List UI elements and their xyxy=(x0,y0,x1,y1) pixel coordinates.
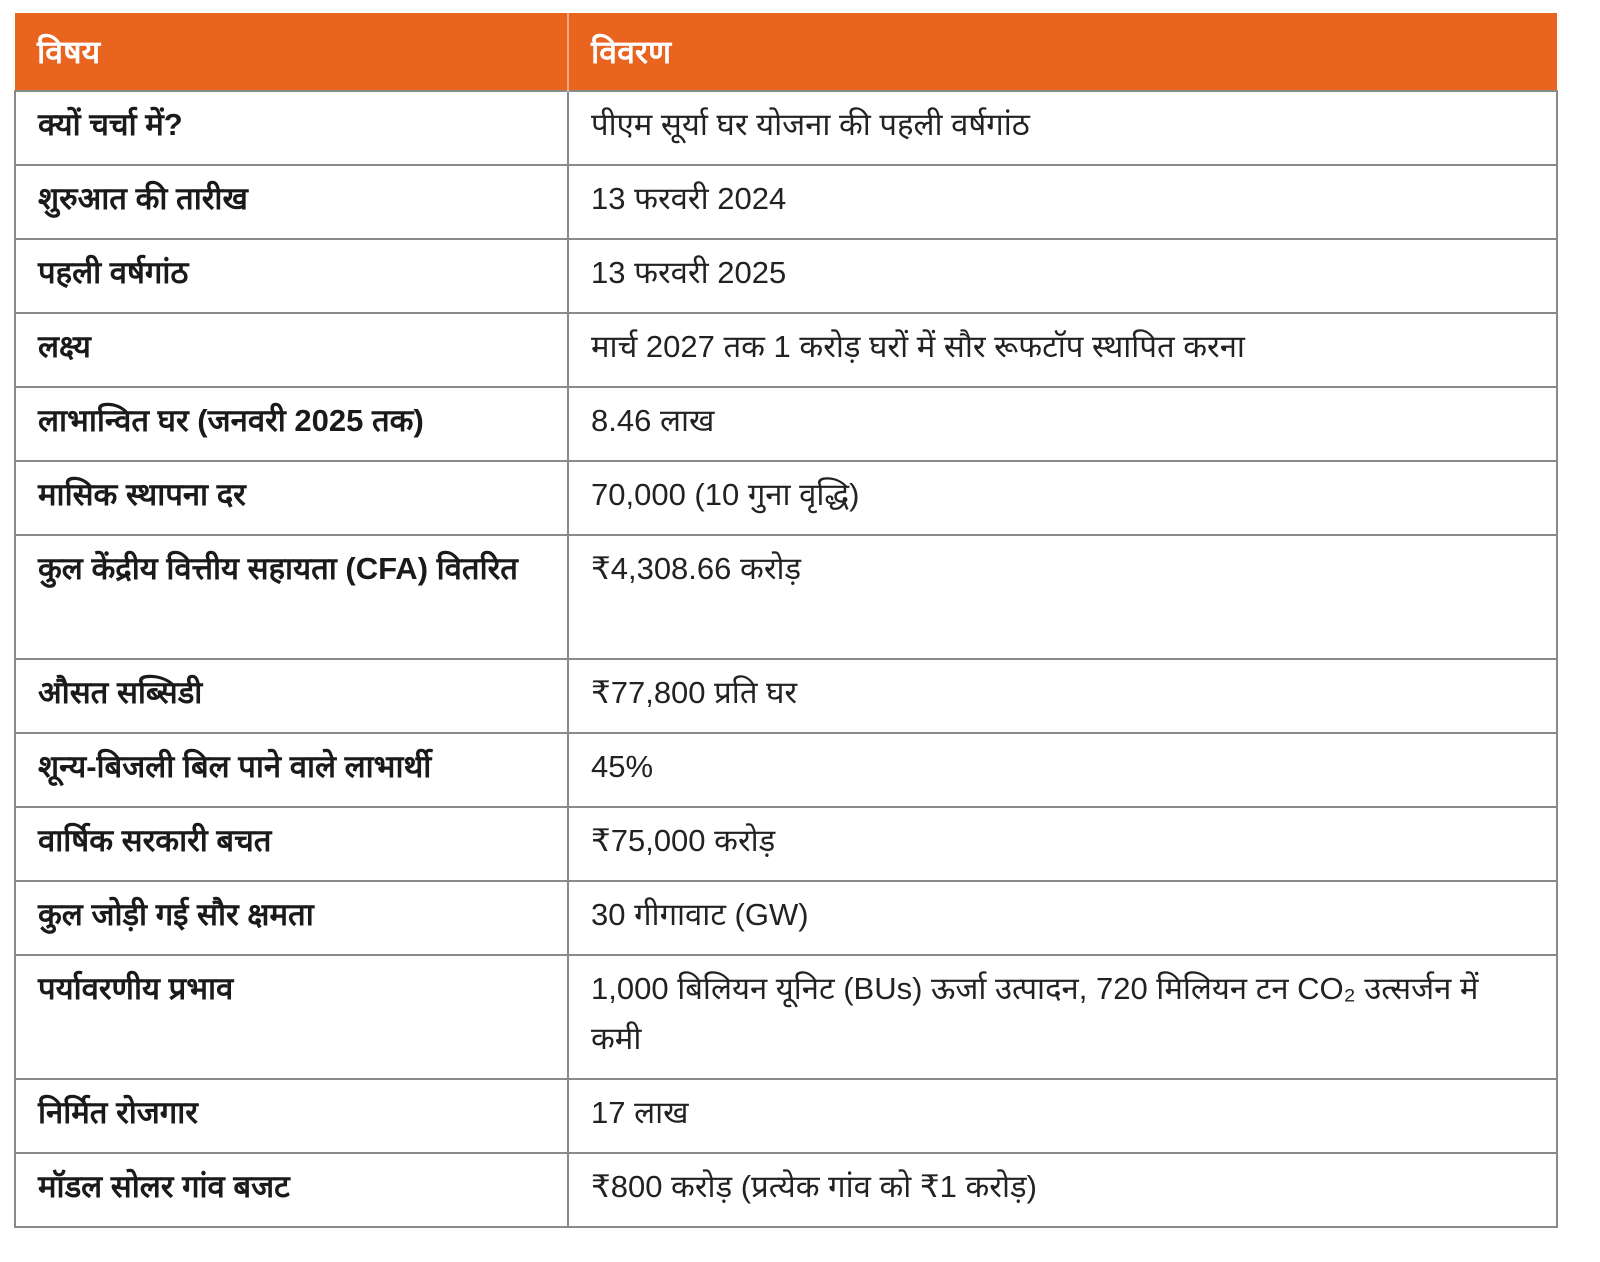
table-row: क्यों चर्चा में? पीएम सूर्या घर योजना की … xyxy=(14,90,1558,166)
table-row: मासिक स्थापना दर 70,000 (10 गुना वृद्धि) xyxy=(14,460,1558,536)
row-detail: 70,000 (10 गुना वृद्धि) xyxy=(567,460,1558,536)
row-detail: 17 लाख xyxy=(567,1078,1558,1154)
row-subject: शून्य-बिजली बिल पाने वाले लाभार्थी xyxy=(14,732,569,808)
row-detail: 13 फरवरी 2025 xyxy=(567,238,1558,314)
table-row: लक्ष्य मार्च 2027 तक 1 करोड़ घरों में सौर… xyxy=(14,312,1558,388)
header-subject: विषय xyxy=(15,13,569,91)
table-row: वार्षिक सरकारी बचत ₹75,000 करोड़ xyxy=(14,806,1558,882)
row-subject: पहली वर्षगांठ xyxy=(14,238,569,314)
row-subject: क्यों चर्चा में? xyxy=(14,90,569,166)
table-row: कुल केंद्रीय वित्तीय सहायता (CFA) वितरित… xyxy=(14,534,1558,660)
row-subject: लक्ष्य xyxy=(14,312,569,388)
row-subject: कुल केंद्रीय वित्तीय सहायता (CFA) वितरित xyxy=(14,534,569,660)
row-subject: मासिक स्थापना दर xyxy=(14,460,569,536)
table-row: कुल जोड़ी गई सौर क्षमता 30 गीगावाट (GW) xyxy=(14,880,1558,956)
scheme-summary-table: विषय विवरण क्यों चर्चा में? पीएम सूर्या घ… xyxy=(14,13,1558,1228)
table-row: शुरुआत की तारीख 13 फरवरी 2024 xyxy=(14,164,1558,240)
row-detail: 1,000 बिलियन यूनिट (BUs) ऊर्जा उत्पादन, … xyxy=(567,954,1558,1080)
row-detail: मार्च 2027 तक 1 करोड़ घरों में सौर रूफटॉ… xyxy=(567,312,1558,388)
table-row: निर्मित रोजगार 17 लाख xyxy=(14,1078,1558,1154)
row-detail: 13 फरवरी 2024 xyxy=(567,164,1558,240)
table-header-row: विषय विवरण xyxy=(15,13,1557,91)
row-detail: पीएम सूर्या घर योजना की पहली वर्षगांठ xyxy=(567,90,1558,166)
row-subject: शुरुआत की तारीख xyxy=(14,164,569,240)
row-subject: पर्यावरणीय प्रभाव xyxy=(14,954,569,1080)
table-row: औसत सब्सिडी ₹77,800 प्रति घर xyxy=(14,658,1558,734)
row-subject: मॉडल सोलर गांव बजट xyxy=(14,1152,569,1228)
row-subject: लाभान्वित घर (जनवरी 2025 तक) xyxy=(14,386,569,462)
table-row: मॉडल सोलर गांव बजट ₹800 करोड़ (प्रत्येक ग… xyxy=(14,1152,1558,1228)
table-row: लाभान्वित घर (जनवरी 2025 तक) 8.46 लाख xyxy=(14,386,1558,462)
row-subject: निर्मित रोजगार xyxy=(14,1078,569,1154)
row-detail: 45% xyxy=(567,732,1558,808)
row-subject: औसत सब्सिडी xyxy=(14,658,569,734)
table-row: पहली वर्षगांठ 13 फरवरी 2025 xyxy=(14,238,1558,314)
row-subject: वार्षिक सरकारी बचत xyxy=(14,806,569,882)
row-detail: ₹800 करोड़ (प्रत्येक गांव को ₹1 करोड़) xyxy=(567,1152,1558,1228)
row-detail: ₹77,800 प्रति घर xyxy=(567,658,1558,734)
table-row: शून्य-बिजली बिल पाने वाले लाभार्थी 45% xyxy=(14,732,1558,808)
row-subject: कुल जोड़ी गई सौर क्षमता xyxy=(14,880,569,956)
row-detail: 8.46 लाख xyxy=(567,386,1558,462)
row-detail: ₹4,308.66 करोड़ xyxy=(567,534,1558,660)
row-detail: 30 गीगावाट (GW) xyxy=(567,880,1558,956)
table-row: पर्यावरणीय प्रभाव 1,000 बिलियन यूनिट (BUs… xyxy=(14,954,1558,1080)
header-details: विवरण xyxy=(568,13,1557,91)
row-detail: ₹75,000 करोड़ xyxy=(567,806,1558,882)
